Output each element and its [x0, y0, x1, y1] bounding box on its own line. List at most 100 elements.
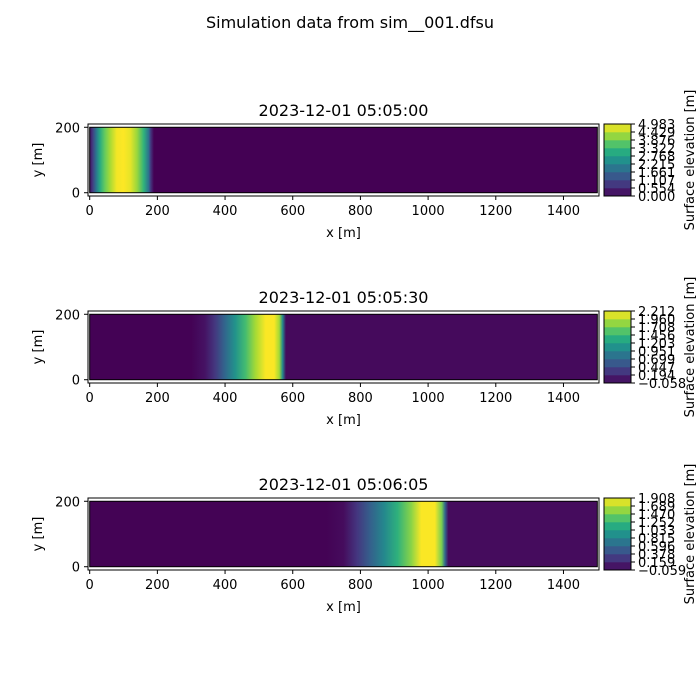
colorbar-tick-label: 2.215: [638, 158, 675, 173]
colorbar-level: [604, 156, 631, 165]
colorbar-level: [604, 514, 631, 523]
colorbar-level: [604, 188, 631, 197]
x-tick-label: 200: [145, 391, 170, 406]
y-axis-label: y [m]: [31, 143, 46, 178]
x-tick-label: 1400: [547, 204, 580, 219]
colorbar-level: [604, 164, 631, 173]
y-axis-label: y [m]: [31, 517, 46, 552]
colorbar-tick-label: 1.033: [638, 524, 675, 539]
colorbar-level: [604, 498, 631, 507]
x-axis-label: x [m]: [326, 226, 361, 241]
x-tick-label: 600: [280, 391, 305, 406]
colorbar: −0.0580.1940.4470.6990.9511.2031.4561.70…: [603, 277, 698, 418]
x-tick-label: 600: [280, 578, 305, 593]
colorbar-tick-label: 1.203: [638, 337, 675, 352]
panel-title: 2023-12-01 05:06:05: [259, 475, 429, 494]
x-tick-label: 0: [86, 391, 94, 406]
x-tick-label: 600: [280, 204, 305, 219]
colorbar-tick-label: 1.908: [638, 492, 675, 507]
x-tick-label: 800: [348, 204, 373, 219]
colorbar-level: [604, 172, 631, 181]
colorbar-tick-label: 1.661: [638, 166, 675, 181]
colorbar-level: [604, 327, 631, 336]
colorbar-tick-label: −0.059: [638, 564, 686, 579]
y-tick-label: 0: [72, 187, 80, 202]
colorbar-tick-label: 2.212: [638, 305, 675, 320]
colorbar-tick-label: 0.000: [638, 190, 675, 205]
colorbar-level: [604, 335, 631, 344]
colorbar-level: [604, 343, 631, 352]
colorbar-frame: [603, 310, 632, 384]
x-tick-label: 1000: [412, 204, 445, 219]
surface-elevation-field: [89, 501, 598, 567]
colorbar-level: [604, 522, 631, 531]
colorbar-tick-label: 0.378: [638, 548, 675, 563]
y-tick-label: 200: [55, 121, 80, 136]
x-tick-label: 400: [213, 204, 238, 219]
x-tick-label: 200: [145, 578, 170, 593]
colorbar-frame: [603, 497, 632, 571]
y-tick-label: 200: [55, 308, 80, 323]
colorbar-level: [604, 375, 631, 384]
axes-frame: [87, 497, 600, 571]
colorbar-tick-label: 0.596: [638, 540, 675, 555]
colorbar-tick-label: 0.699: [638, 353, 675, 368]
x-tick-label: 1000: [412, 578, 445, 593]
colorbar-level: [604, 132, 631, 141]
x-tick-label: 1200: [479, 391, 512, 406]
surface-elevation-field: [89, 127, 598, 193]
colorbar-tick-label: 1.960: [638, 313, 675, 328]
mesh-boundary: [89, 126, 598, 194]
colorbar-level: [604, 530, 631, 539]
colorbar-tick-label: −0.058: [638, 377, 686, 392]
colorbar-tick-label: 1.689: [638, 500, 675, 515]
colorbar-level: [604, 554, 631, 563]
colorbar: 0.0000.5541.1071.6612.2152.7683.3223.876…: [603, 90, 698, 231]
colorbar-tick-label: 4.983: [638, 118, 675, 133]
axes-frame: [87, 123, 600, 197]
x-tick-label: 1000: [412, 391, 445, 406]
x-tick-label: 800: [348, 391, 373, 406]
panel-title: 2023-12-01 05:05:30: [259, 288, 429, 307]
colorbar-level: [604, 506, 631, 515]
colorbar-tick-label: 1.456: [638, 329, 675, 344]
figure-suptitle: Simulation data from sim__001.dfsu: [206, 13, 494, 33]
colorbar-level: [604, 359, 631, 368]
y-axis-label: y [m]: [31, 330, 46, 365]
y-tick-label: 0: [72, 561, 80, 576]
y-tick-label: 0: [72, 374, 80, 389]
colorbar-tick-label: 0.159: [638, 556, 675, 571]
colorbar-tick-label: 1.252: [638, 516, 675, 531]
colorbar-tick-label: 0.194: [638, 369, 675, 384]
colorbar-tick-label: 3.322: [638, 142, 675, 157]
colorbar-tick-label: 0.554: [638, 182, 675, 197]
mesh-boundary: [89, 500, 598, 568]
colorbar-tick-label: 0.951: [638, 345, 675, 360]
x-tick-label: 400: [213, 391, 238, 406]
y-tick-label: 200: [55, 495, 80, 510]
x-tick-label: 1200: [479, 578, 512, 593]
mesh-boundary: [89, 313, 598, 381]
panel-2: 2023-12-01 05:05:30 0 200 400 600 800 1000 1200…: [31, 277, 698, 428]
axes-frame: [87, 310, 600, 384]
x-axis-label: x [m]: [326, 413, 361, 428]
colorbar-frame: [603, 123, 632, 197]
colorbar-tick-label: 1.470: [638, 508, 675, 523]
x-tick-label: 1400: [547, 391, 580, 406]
x-axis-label: x [m]: [326, 600, 361, 615]
surface-elevation-field: [89, 314, 598, 380]
colorbar-tick-label: 0.815: [638, 532, 675, 547]
colorbar-level: [604, 311, 631, 320]
x-tick-label: 200: [145, 204, 170, 219]
x-tick-label: 1400: [547, 578, 580, 593]
panel-3: 2023-12-01 05:06:05 0 200 400 600 800 1000 1200…: [31, 464, 698, 615]
colorbar-level: [604, 546, 631, 555]
colorbar-label: Surface elevation [m]: [683, 90, 698, 231]
colorbar-label: Surface elevation [m]: [683, 277, 698, 418]
colorbar-tick-label: 2.768: [638, 150, 675, 165]
x-tick-label: 400: [213, 578, 238, 593]
panel-1: 2023-12-01 05:05:00 0 200 400 600 800 1000 1200…: [31, 90, 698, 241]
x-tick-label: 0: [86, 204, 94, 219]
colorbar-tick-label: 3.876: [638, 134, 675, 149]
